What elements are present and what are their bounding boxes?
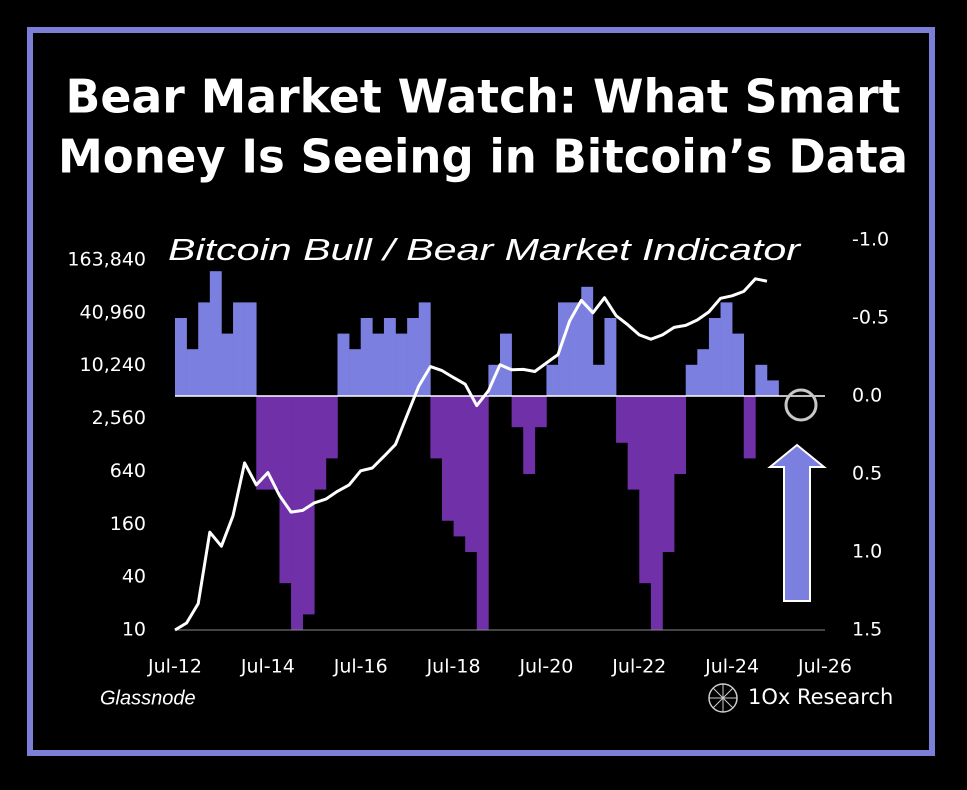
indicator-bar: [175, 318, 187, 396]
indicator-bar: [291, 396, 303, 630]
indicator-bar: [209, 271, 222, 396]
indicator-bar: [476, 396, 489, 630]
indicator-bar: [766, 380, 779, 396]
indicator-bar: [314, 396, 327, 490]
indicator-bar: [523, 396, 536, 474]
x-tick-label: Jul-14: [240, 656, 295, 678]
y2-tick-label: -0.5: [852, 307, 889, 329]
indicator-bar: [546, 364, 559, 396]
indicator-bar: [198, 302, 211, 396]
indicator-bar: [360, 318, 373, 396]
indicator-bar: [383, 318, 396, 396]
indicator-bar: [430, 396, 443, 459]
y2-tick-label: 1.5: [852, 619, 882, 641]
indicator-bar: [732, 333, 745, 396]
x-tick-label: Jul-16: [333, 656, 388, 678]
y-tick-label: 640: [110, 460, 146, 482]
indicator-bar: [534, 396, 547, 428]
brand-logo: [708, 683, 738, 713]
y2-tick-label: 0.0: [852, 385, 882, 407]
y-tick-label: 10: [122, 619, 146, 641]
indicator-bar: [650, 396, 663, 630]
indicator-bar: [395, 333, 408, 396]
indicator-bar: [511, 396, 524, 428]
indicator-bar: [604, 318, 617, 396]
indicator-bar: [569, 302, 582, 396]
indicator-bar: [616, 396, 628, 443]
chart-subtitle: Bitcoin Bull / Bear Market Indicator: [168, 232, 802, 267]
y-tick-label: 10,240: [80, 354, 146, 376]
x-tick-label: Jul-20: [518, 656, 573, 678]
indicator-bar: [407, 318, 420, 396]
indicator-bar: [267, 396, 280, 490]
indicator-bar: [708, 318, 721, 396]
arrow: [767, 443, 827, 602]
indicator-bar: [558, 302, 570, 396]
indicator-bar: [755, 364, 768, 396]
brand: 1Ox Research: [748, 685, 893, 709]
indicator-bar: [337, 333, 350, 396]
y2-tick-label: 1.0: [852, 541, 882, 563]
indicator-bar: [674, 396, 687, 474]
indicator-bar: [441, 396, 454, 521]
x-tick-label: Jul-24: [704, 656, 759, 678]
indicator-bar: [233, 302, 245, 396]
indicator-bar: [685, 364, 698, 396]
indicator-bar: [720, 302, 733, 396]
indicator-bar: [418, 302, 431, 396]
y-tick-label: 163,840: [67, 249, 146, 271]
frame: [27, 27, 935, 756]
indicator-bar: [279, 396, 292, 584]
price-line: [174, 277, 768, 632]
indicator-bar: [500, 333, 512, 396]
y-tick-label: 2,560: [92, 407, 146, 429]
indicator-bar: [662, 396, 675, 552]
plot-area: -0.5 -1.0 0.0 0.5 1.0 1.5 10 40 160 640 2,560 10,24…: [67, 229, 889, 678]
indicator-bar: [244, 302, 257, 396]
y-tick-label: 160: [110, 513, 146, 535]
indicator-bar: [639, 396, 652, 584]
indicator-bar: [581, 286, 594, 396]
indicator-bar: [256, 396, 269, 490]
chart-title: Money Is Seeing in Bitcoin’s Data: [58, 130, 908, 184]
source: Glassnode: [100, 687, 196, 709]
x-tick-label: Jul-12: [147, 656, 202, 678]
chart-title: Bear Market Watch: What Smart: [66, 70, 901, 124]
indicator-bar: [325, 396, 338, 459]
indicator-bar: [465, 396, 478, 552]
indicator-bar: [186, 349, 199, 396]
indicator-bar: [743, 396, 756, 459]
y2-tick-label: -1.0: [852, 229, 889, 251]
indicator-bar: [349, 349, 362, 396]
indicator-bar: [592, 364, 605, 396]
indicator-bar: [453, 396, 466, 537]
y-tick-label: 40: [122, 566, 146, 588]
highlight-circle: [784, 388, 818, 422]
x-tick-label: Jul-18: [426, 656, 481, 678]
x-tick-label: Jul-26: [797, 656, 852, 678]
y-tick-label: 40,960: [80, 301, 146, 323]
indicator-bar: [697, 349, 710, 396]
y2-tick-label: 0.5: [852, 463, 882, 485]
x-tick-label: Jul-22: [611, 656, 666, 678]
indicator-bar: [627, 396, 640, 490]
indicator-bar: [372, 333, 385, 396]
indicator-bar: [221, 333, 234, 396]
